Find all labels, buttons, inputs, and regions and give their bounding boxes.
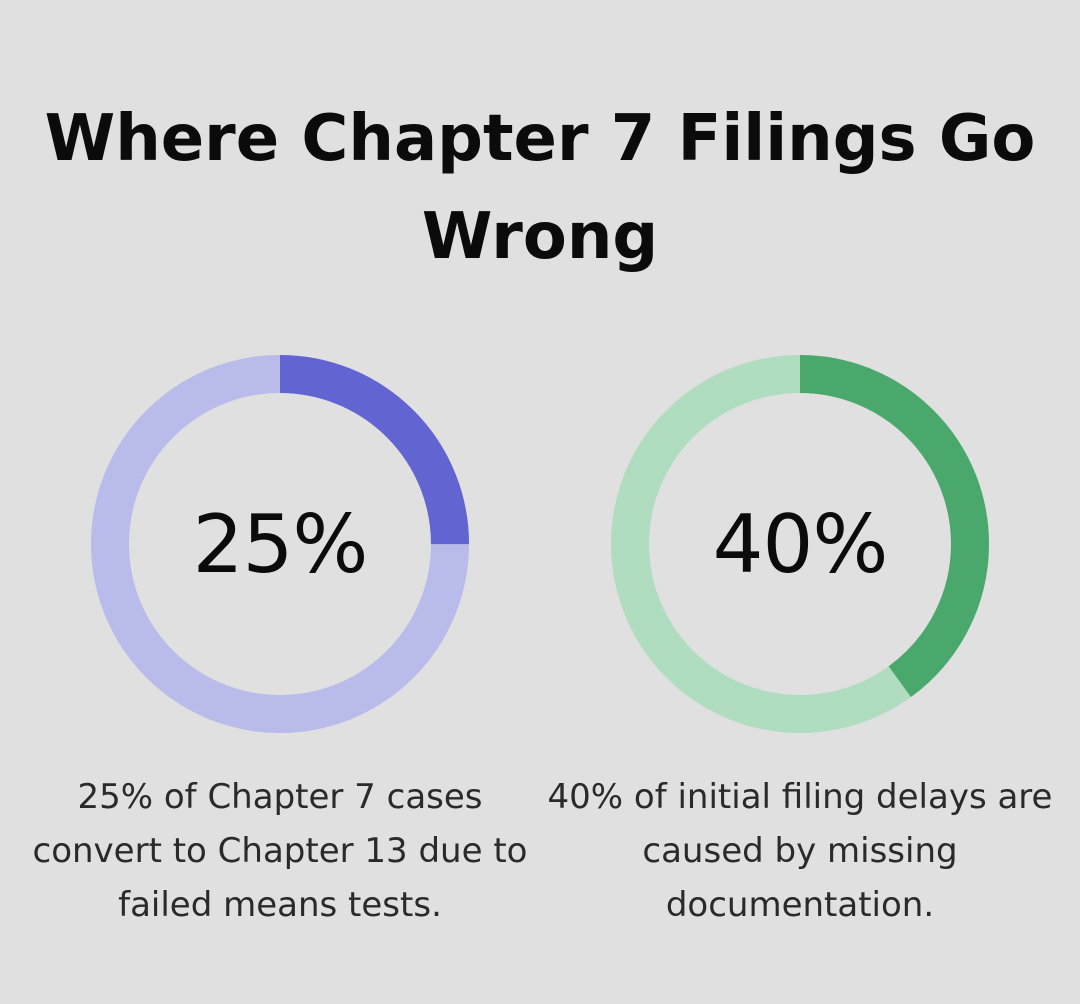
donut-percent-label: 25%	[192, 497, 369, 591]
page-title: Where Chapter 7 Filings Go Wrong	[44, 102, 1036, 274]
donut-chart-svg	[91, 355, 469, 733]
stat-card-conversions: 25% 25% of Chapter 7 cases convert to Ch…	[20, 340, 540, 960]
stat-caption: 40% of initial filing delays are caused …	[547, 777, 1053, 925]
donut-value-arc	[611, 355, 989, 733]
donut-value-arc	[91, 355, 469, 733]
stat-caption: 25% of Chapter 7 cases convert to Chapte…	[32, 777, 528, 925]
donut-chart-svg	[611, 355, 989, 733]
donut-percent-label: 40%	[712, 497, 889, 591]
donut-chart: 25%	[90, 354, 470, 734]
donut-chart: 40%	[610, 354, 990, 734]
stat-card-delays: 40% 40% of initial filing delays are cau…	[540, 340, 1060, 960]
